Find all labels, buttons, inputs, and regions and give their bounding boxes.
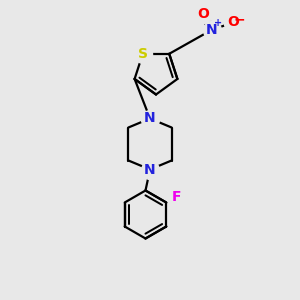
Text: N: N	[206, 23, 217, 37]
Text: O: O	[197, 7, 209, 20]
Text: +: +	[214, 18, 222, 28]
Text: O: O	[227, 16, 239, 29]
Text: N: N	[144, 112, 156, 125]
Text: −: −	[234, 13, 245, 26]
Text: N: N	[144, 163, 156, 176]
Text: S: S	[138, 47, 148, 61]
Text: F: F	[171, 190, 181, 204]
